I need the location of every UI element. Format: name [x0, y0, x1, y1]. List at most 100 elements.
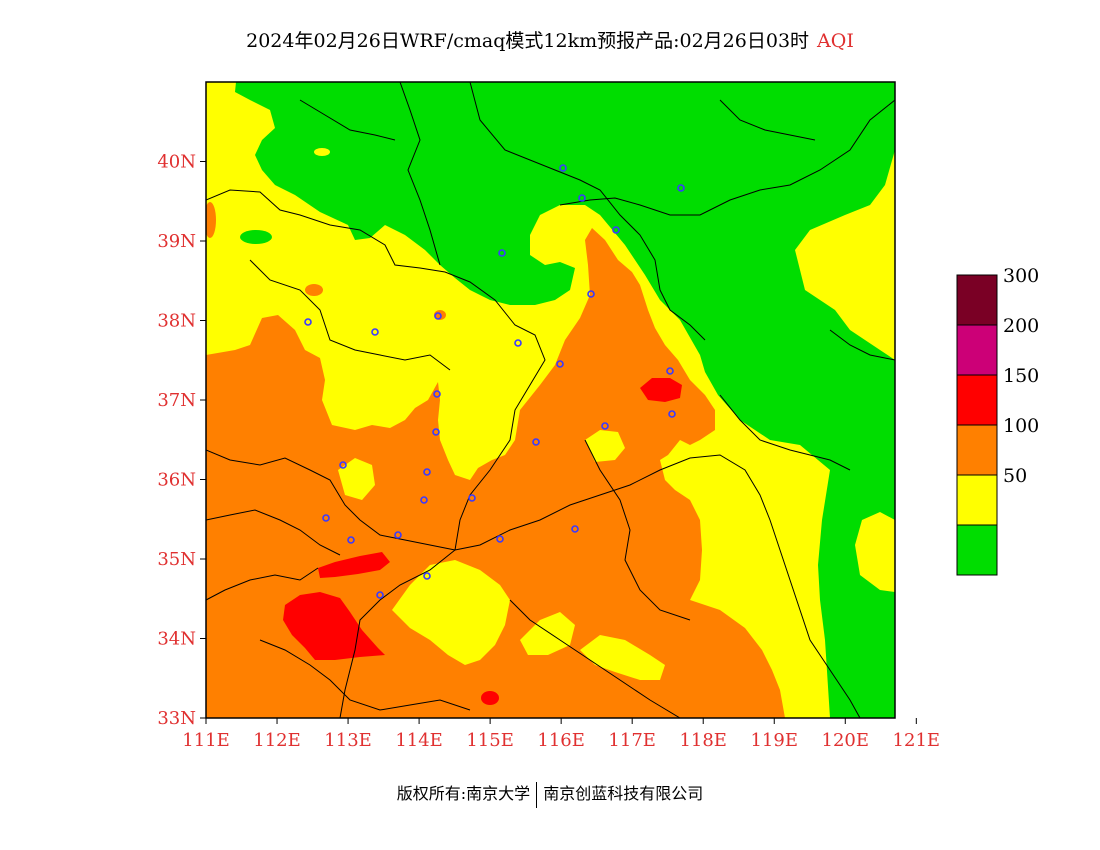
legend-swatch [956, 374, 998, 426]
footer-right: 南京创蓝科技有限公司 [543, 784, 704, 803]
legend-swatch [956, 424, 998, 476]
boundary-province-1 [206, 189, 546, 718]
station-marker [394, 531, 402, 539]
station-marker [578, 194, 586, 202]
lon-tick-label: 121E [893, 730, 941, 751]
aqi-legend: 50 100 150 200 300 [956, 265, 1039, 576]
title-variable: AQI [817, 30, 854, 52]
station-marker [371, 328, 379, 336]
boundary-province-9 [509, 599, 681, 718]
copyright-footer: 版权所有:南京大学 南京创蓝科技有限公司 [0, 780, 1100, 808]
latitude-axis: 40N 39N 38N 37N 36N 35N 34N 33N [157, 152, 206, 729]
lat-tick-label: 39N [157, 231, 196, 252]
boundary-province-5 [719, 394, 851, 471]
legend-swatch [956, 474, 998, 526]
aqi-band-100-150-spot-2 [206, 202, 216, 238]
station-marker [420, 496, 428, 504]
station-marker [514, 339, 522, 347]
aqi-band-100-150-main [206, 228, 785, 718]
lon-tick-label: 115E [466, 730, 514, 751]
longitude-axis: 111E 112E 113E 114E 115E 116E 117E 118E 119E 120E… [182, 718, 940, 751]
station-marker [376, 591, 384, 599]
lat-tick-label: 37N [157, 390, 196, 411]
aqi-band-150-200-southwest [283, 592, 385, 660]
legend-swatch [956, 524, 998, 576]
station-marker [587, 290, 595, 298]
aqi-band-50-100-pocket-east [580, 635, 665, 680]
aqi-band-0-50-west [240, 230, 272, 244]
lon-tick-label: 113E [324, 730, 372, 751]
station-markers [304, 164, 685, 599]
station-marker [571, 525, 579, 533]
lat-tick-label: 33N [157, 708, 196, 729]
lat-tick-label: 38N [157, 311, 196, 332]
boundary-province-10 [584, 439, 691, 621]
legend-label: 150 [1003, 365, 1039, 387]
station-marker [433, 390, 441, 398]
station-marker [556, 360, 564, 368]
footer-left: 版权所有:南京大学 [396, 784, 531, 803]
station-marker [559, 164, 567, 172]
lon-tick-label: 119E [750, 730, 798, 751]
lon-tick-label: 120E [822, 730, 870, 751]
aqi-band-150-200-spot [481, 691, 499, 705]
station-marker [423, 468, 431, 476]
title-main: 2024年02月26日WRF/cmaq模式12km预报产品:02月26日03时 [246, 30, 810, 52]
station-marker [304, 318, 312, 326]
station-marker [322, 514, 330, 522]
lon-tick-label: 117E [608, 730, 656, 751]
legend-swatch [956, 274, 998, 326]
station-marker [347, 536, 355, 544]
station-marker [496, 535, 504, 543]
boundary-province-12 [206, 509, 341, 556]
aqi-band-0-50-north [235, 82, 895, 718]
lat-tick-label: 35N [157, 549, 196, 570]
lat-tick-label: 40N [157, 152, 196, 173]
aqi-band-50-100-pocket-north [585, 430, 625, 462]
boundary-province-16 [299, 99, 396, 141]
admin-boundaries [206, 82, 895, 718]
aqi-band-150-200-east [640, 378, 682, 402]
boundary-province-13 [259, 639, 471, 711]
lon-tick-label: 112E [253, 730, 301, 751]
legend-label: 300 [1003, 265, 1039, 287]
boundary-province-14 [829, 329, 895, 361]
aqi-band-50-100-spot [314, 148, 330, 156]
aqi-band-150-200-band [318, 552, 390, 578]
boundary-province-11 [249, 259, 451, 371]
station-marker [668, 410, 676, 418]
aqi-band-100-150-spot-1 [305, 284, 323, 296]
station-marker [666, 367, 674, 375]
boundary-province-15 [719, 99, 816, 141]
lat-tick-label: 34N [157, 629, 196, 650]
station-marker [423, 572, 431, 580]
boundary-province-8 [206, 567, 319, 601]
aqi-band-50-100-pocket-south [392, 560, 510, 665]
station-marker [434, 312, 442, 320]
boundary-province-3 [469, 82, 706, 341]
aqi-band-50-100-pocket-se [520, 612, 575, 655]
boundary-province-4 [559, 99, 895, 216]
footer-separator [536, 781, 538, 808]
station-marker [532, 438, 540, 446]
legend-label: 100 [1003, 415, 1039, 437]
lon-tick-label: 111E [182, 730, 230, 751]
lon-tick-label: 114E [395, 730, 443, 751]
station-marker [612, 226, 620, 234]
lon-tick-label: 118E [679, 730, 727, 751]
aqi-band-50-100-pocket-center [338, 458, 375, 500]
map-title: 2024年02月26日WRF/cmaq模式12km预报产品:02月26日03时 A… [0, 26, 1100, 53]
aqi-field [206, 82, 895, 718]
legend-swatch [956, 324, 998, 376]
boundary-province-7 [206, 449, 456, 551]
boundary-province-2 [399, 82, 441, 266]
legend-label: 200 [1003, 315, 1039, 337]
station-marker [677, 184, 685, 192]
station-marker [468, 494, 476, 502]
legend-label: 50 [1003, 465, 1027, 487]
station-marker [339, 461, 347, 469]
boundary-province-6 [454, 454, 861, 718]
lat-tick-label: 36N [157, 470, 196, 491]
lon-tick-label: 116E [537, 730, 585, 751]
